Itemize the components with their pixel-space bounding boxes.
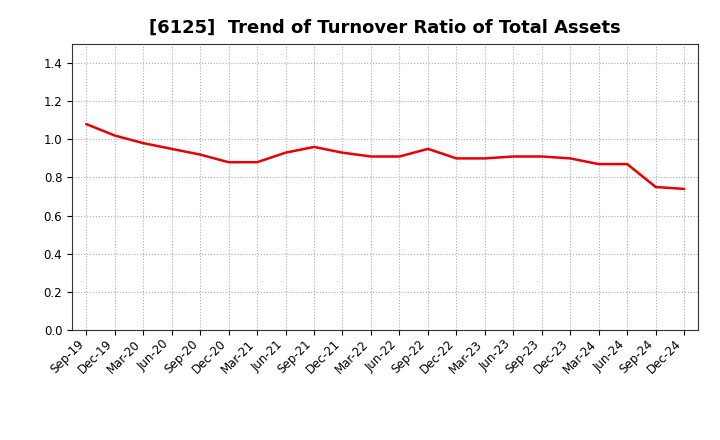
- Title: [6125]  Trend of Turnover Ratio of Total Assets: [6125] Trend of Turnover Ratio of Total …: [149, 19, 621, 37]
